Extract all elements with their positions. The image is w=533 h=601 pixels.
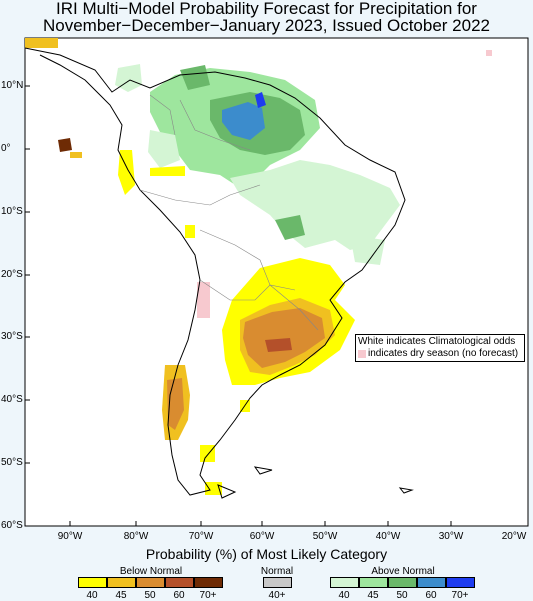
y-label-10s: 10°S <box>1 206 23 217</box>
x-label-30w: 30°W <box>438 531 464 542</box>
below-60-label: 60 <box>173 590 185 601</box>
x-label-60w: 60°W <box>249 531 275 542</box>
axis-ticks <box>25 85 452 526</box>
below-45-swatch <box>107 577 136 588</box>
x-label-90w: 90°W <box>57 531 83 542</box>
y-label-60s: 60°S <box>1 520 23 531</box>
above-40-label: 40 <box>338 590 350 601</box>
country-borders <box>139 94 319 331</box>
normal-40plus-label: 40+ <box>268 590 286 601</box>
y-label-10n: 10°N <box>1 80 24 91</box>
above-45-swatch <box>359 577 388 588</box>
y-label-30s: 30°S <box>1 331 23 342</box>
above-normal-title: Above Normal <box>371 566 435 577</box>
legend-title: Probability (%) of Most Likely Category <box>145 546 388 562</box>
climatology-note: White indicates Climatological odds indi… <box>355 334 525 362</box>
note-line1: White indicates Climatological odds <box>358 336 516 347</box>
dry-season-region <box>197 50 492 318</box>
y-label-50s: 50°S <box>1 457 23 468</box>
above-40-swatch <box>330 577 359 588</box>
y-label-20s: 20°S <box>1 269 23 280</box>
below-normal-title: Below Normal <box>119 566 183 577</box>
below-40-label: 40 <box>86 590 98 601</box>
below-normal-region <box>25 38 355 495</box>
above-normal-region <box>115 64 400 265</box>
below-50-label: 50 <box>144 590 156 601</box>
x-label-20w: 20°W <box>501 531 527 542</box>
x-label-70w: 70°W <box>188 531 214 542</box>
above-50-label: 50 <box>396 590 408 601</box>
coastline <box>24 47 414 499</box>
dry-season-swatch <box>358 350 366 358</box>
below-40-swatch <box>78 577 107 588</box>
note-line2: indicates dry season (no forecast) <box>368 348 519 359</box>
below-45-label: 45 <box>115 590 127 601</box>
above-60-label: 60 <box>425 590 437 601</box>
below-50-swatch <box>136 577 165 588</box>
x-label-80w: 80°W <box>123 531 149 542</box>
above-50-swatch <box>388 577 417 588</box>
y-label-40s: 40°S <box>1 394 23 405</box>
below-60-swatch <box>165 577 194 588</box>
above-45-label: 45 <box>367 590 379 601</box>
map-title-line2: November−December−January 2023, Issued O… <box>43 16 490 35</box>
normal-title: Normal <box>260 566 294 577</box>
x-label-40w: 40°W <box>375 531 401 542</box>
above-60-swatch <box>417 577 446 588</box>
y-label-0: 0° <box>1 143 11 154</box>
map-title-line1: IRI Multi−Model Probability Forecast for… <box>56 0 477 18</box>
above-70plus-swatch <box>446 577 475 588</box>
below-70plus-swatch <box>194 577 223 588</box>
x-label-50w: 50°W <box>312 531 338 542</box>
above-70plus-label: 70+ <box>451 590 469 601</box>
below-70plus-label: 70+ <box>199 590 217 601</box>
normal-40plus-swatch <box>263 577 292 588</box>
